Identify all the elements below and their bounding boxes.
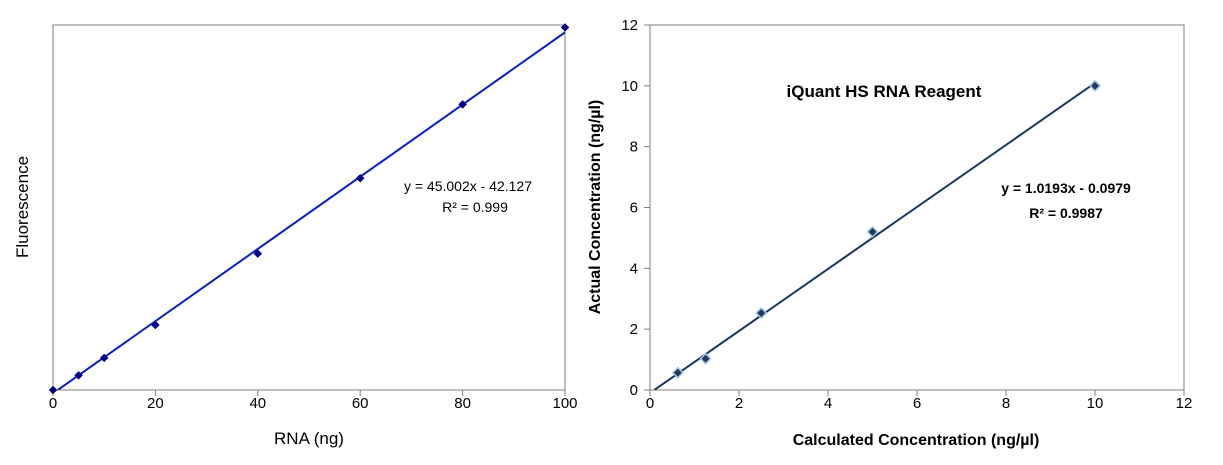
x-tick-label: 4 xyxy=(824,395,832,412)
trend-equation: y = 1.0193x - 0.0979 xyxy=(1001,180,1131,196)
x-tick-label: 2 xyxy=(735,395,743,412)
y-tick-label: 10 xyxy=(621,78,638,95)
x-tick-label: 8 xyxy=(1002,395,1010,412)
data-point xyxy=(151,320,160,330)
data-point xyxy=(560,23,570,32)
trendline xyxy=(653,82,1096,390)
data-point xyxy=(253,249,263,258)
data-point xyxy=(458,100,467,109)
r-squared: R² = 0.9987 xyxy=(1029,205,1103,221)
trendline xyxy=(57,31,565,390)
trend-equation: y = 45.002x - 42.127 xyxy=(404,178,532,194)
x-tick-label: 0 xyxy=(646,395,654,412)
x-axis-label: Calculated Concentration (ng/µl) xyxy=(793,432,1040,449)
y-axis-label: Fluorescence xyxy=(13,156,32,258)
y-tick-label: 8 xyxy=(630,139,638,156)
y-axis-label: Actual Concentration (ng/µl) xyxy=(587,100,604,315)
y-tick-label: 2 xyxy=(630,321,638,338)
x-tick-label: 12 xyxy=(1176,395,1193,412)
data-point xyxy=(355,173,365,183)
y-tick-label: 6 xyxy=(630,200,638,217)
x-tick-label: 40 xyxy=(249,395,266,412)
chart-2: 0 2 4 6 8 10 12 0 2 4 6 8 10 12 Calculated Concentrati… xyxy=(587,17,1192,449)
y-tick-label: 4 xyxy=(630,260,638,277)
x-tick-label: 6 xyxy=(913,395,921,412)
x-tick-label: 20 xyxy=(147,395,164,412)
x-tick-label: 60 xyxy=(352,395,369,412)
x-tick-label: 80 xyxy=(454,395,471,412)
data-point xyxy=(699,352,712,365)
plot-frame xyxy=(52,24,566,391)
y-tick-label: 12 xyxy=(621,17,638,34)
chart-title: iQuant HS RNA Reagent xyxy=(787,82,982,101)
data-point xyxy=(99,353,109,363)
x-tick-label: 100 xyxy=(552,395,577,412)
r-squared: R² = 0.999 xyxy=(442,199,508,215)
data-point xyxy=(1088,79,1102,92)
data-point xyxy=(74,370,83,380)
x-axis-label: RNA (ng) xyxy=(274,429,344,448)
x-tick-label: 0 xyxy=(49,395,57,412)
data-point xyxy=(48,385,58,395)
data-point xyxy=(755,306,768,320)
x-tick-label: 10 xyxy=(1087,395,1104,412)
y-tick-label: 0 xyxy=(630,382,638,399)
chart-1: 0 20 40 60 80 100 RNA (ng) Fluorescence y = 45.0… xyxy=(13,23,578,448)
data-point xyxy=(866,225,879,238)
data-point xyxy=(671,366,684,379)
